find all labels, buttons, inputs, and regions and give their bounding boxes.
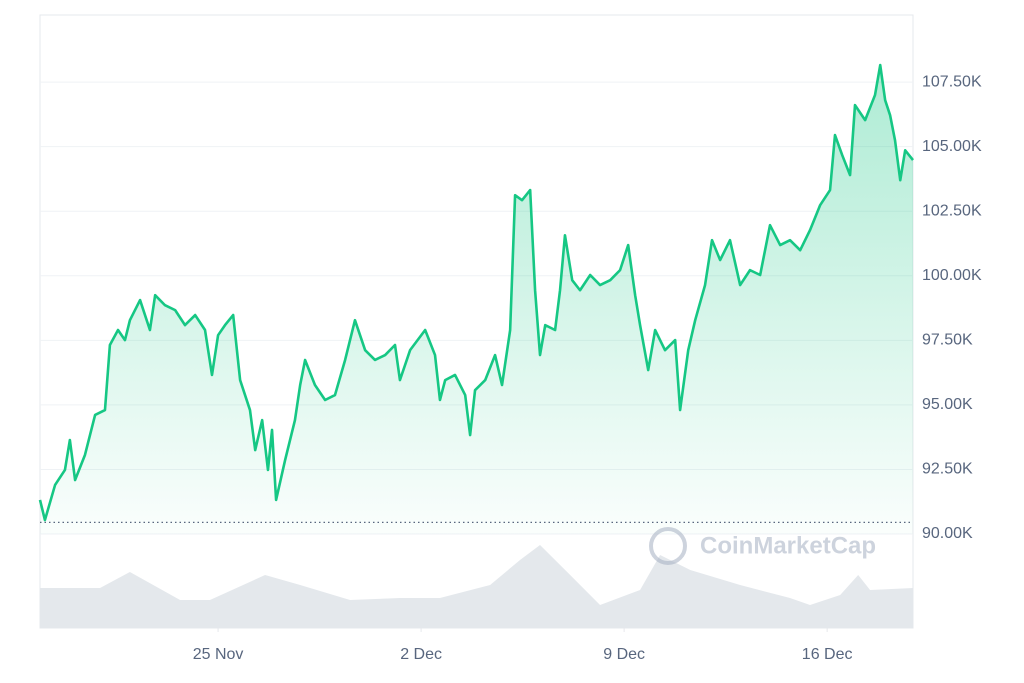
x-tick-label: 25 Nov [193,646,244,663]
x-tick-label: 16 Dec [802,646,853,663]
y-tick-label: 100.00K [922,267,982,284]
volume-area [40,545,913,628]
x-tick-label: 2 Dec [400,646,442,663]
y-tick-label: 95.00K [922,396,973,413]
y-tick-label: 102.50K [922,202,982,219]
watermark: CoinMarketCap [700,532,876,559]
y-tick-label: 97.50K [922,332,973,349]
price-area [40,65,913,535]
watermark-group: CoinMarketCap [649,527,876,565]
y-tick-label: 90.00K [922,525,973,542]
x-tick-label: 9 Dec [603,646,645,663]
watermark-logo [649,527,687,565]
y-tick-label: 92.50K [922,461,973,478]
price-line [38,63,915,522]
y-tick-label: 105.00K [922,138,982,155]
y-tick-label: 107.50K [922,73,982,90]
